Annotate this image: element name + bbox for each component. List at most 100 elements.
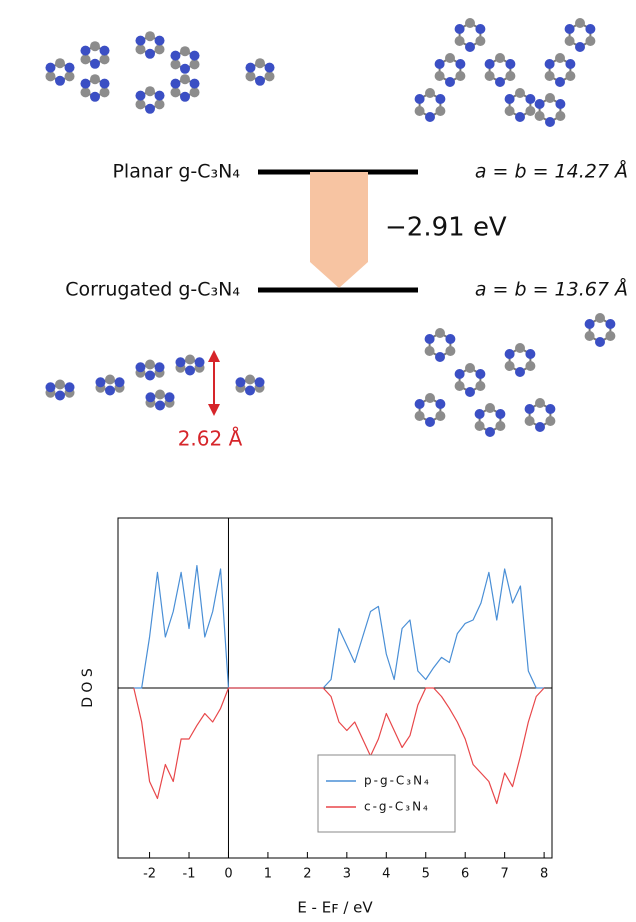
atom: [555, 111, 565, 121]
atom: [145, 392, 155, 402]
atom: [165, 392, 175, 402]
legend-label: c-g-C₃N₄: [364, 800, 430, 814]
atom: [265, 71, 275, 81]
x-tick-label: 0: [224, 867, 232, 882]
atom: [415, 94, 425, 104]
atom: [100, 46, 110, 56]
atom: [245, 71, 255, 81]
atom: [455, 71, 465, 81]
energy-change: −2.91 eV: [385, 213, 507, 243]
atom: [435, 59, 445, 69]
atom: [545, 59, 555, 69]
atom: [545, 71, 555, 81]
atom: [425, 346, 435, 356]
atom: [90, 59, 100, 69]
atom: [515, 367, 525, 377]
planar-label: Planar g-C₃N₄: [112, 161, 240, 183]
atom: [565, 24, 575, 34]
atom: [525, 361, 535, 371]
legend-label: p-g-C₃N₄: [364, 774, 431, 788]
atom: [55, 380, 65, 390]
x-tick-label: 5: [422, 867, 430, 882]
atom: [485, 403, 495, 413]
atom: [435, 94, 445, 104]
atom: [575, 42, 585, 52]
atom: [115, 377, 125, 387]
x-tick-label: 2: [303, 867, 311, 882]
atom: [185, 366, 195, 376]
atom: [190, 87, 200, 97]
atom: [190, 59, 200, 69]
atom: [515, 112, 525, 122]
atom: [505, 106, 515, 116]
atom: [595, 337, 605, 347]
atom: [255, 58, 265, 68]
atom: [80, 87, 90, 97]
atom: [475, 421, 485, 431]
atom: [145, 49, 155, 59]
atom: [435, 352, 445, 362]
atom: [435, 399, 445, 409]
x-tick-label: -2: [143, 867, 156, 882]
atom: [190, 51, 200, 61]
atom: [495, 421, 505, 431]
atom: [265, 63, 275, 73]
atom: [585, 319, 595, 329]
atom: [535, 422, 545, 432]
atom: [445, 53, 455, 63]
atom: [135, 99, 145, 109]
atom: [495, 77, 505, 87]
atom: [235, 377, 245, 387]
atom: [245, 63, 255, 73]
atom: [90, 92, 100, 102]
atom: [145, 86, 155, 96]
atom: [555, 53, 565, 63]
atom: [65, 382, 75, 392]
atom: [180, 46, 190, 56]
atom: [180, 74, 190, 84]
atom: [145, 31, 155, 41]
atom: [515, 343, 525, 353]
x-tick-label: 7: [501, 867, 509, 882]
atom: [605, 331, 615, 341]
atom: [425, 393, 435, 403]
atom: [145, 104, 155, 114]
atom: [45, 382, 55, 392]
atom: [485, 427, 495, 437]
atom: [465, 363, 475, 373]
atom: [445, 334, 455, 344]
atom: [575, 18, 585, 28]
atom: [55, 391, 65, 401]
atom: [455, 381, 465, 391]
atom: [455, 59, 465, 69]
atom: [80, 54, 90, 64]
atom: [535, 99, 545, 109]
x-tick-label: -1: [183, 867, 196, 882]
atom: [435, 328, 445, 338]
atom: [255, 76, 265, 86]
atom: [90, 41, 100, 51]
atom: [100, 79, 110, 89]
atom: [505, 71, 515, 81]
atom: [155, 91, 165, 101]
height-arrow-head: [208, 350, 220, 362]
atom: [170, 51, 180, 61]
atom: [465, 18, 475, 28]
x-tick-label: 6: [461, 867, 469, 882]
atom: [545, 416, 555, 426]
atom: [535, 111, 545, 121]
x-tick-label: 3: [343, 867, 351, 882]
atom: [475, 381, 485, 391]
atom: [170, 59, 180, 69]
atom: [455, 24, 465, 34]
atom: [155, 99, 165, 109]
atom: [485, 71, 495, 81]
atom: [455, 369, 465, 379]
atom: [65, 71, 75, 81]
atom: [45, 71, 55, 81]
atom: [425, 417, 435, 427]
atom: [55, 58, 65, 68]
atom: [180, 64, 190, 74]
atom: [555, 99, 565, 109]
